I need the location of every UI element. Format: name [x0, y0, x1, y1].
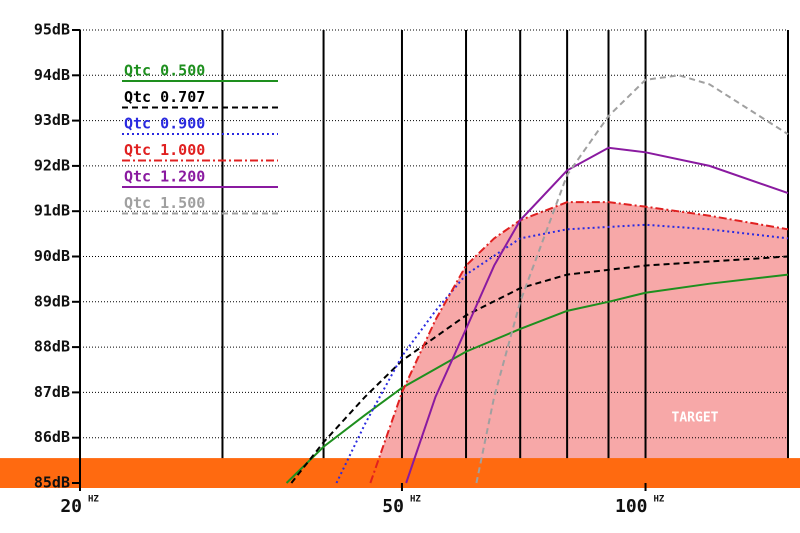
legend-label: Qtc 0.500	[124, 62, 205, 80]
y-tick-label: 91dB	[34, 202, 70, 220]
x-unit: HZ	[654, 495, 665, 505]
series-line	[405, 146, 789, 484]
legend-label: Qtc 0.900	[124, 115, 205, 133]
y-tick-label: 90dB	[34, 247, 70, 265]
series-line	[285, 273, 789, 484]
legend-label: Qtc 0.707	[124, 88, 205, 106]
series-line	[475, 74, 789, 484]
y-tick-label: 88dB	[34, 338, 70, 356]
y-tick-label: 86dB	[34, 428, 70, 446]
legend-label: Qtc 1.000	[124, 141, 205, 159]
x-unit: HZ	[88, 495, 99, 505]
y-tick-label: 87dB	[34, 383, 70, 401]
band	[0, 458, 800, 488]
x-tick-label: 50	[382, 496, 404, 517]
y-tick-label: 85dB	[34, 474, 70, 492]
series-line	[335, 223, 789, 484]
target-area	[370, 202, 788, 483]
y-tick-label: 95dB	[34, 21, 70, 39]
series-line	[290, 255, 789, 484]
x-tick-label: 100	[615, 496, 648, 517]
x-tick-label: 20	[60, 496, 82, 517]
y-tick-label: 93dB	[34, 111, 70, 129]
y-tick-label: 92dB	[34, 156, 70, 174]
target-label: TARGET	[672, 411, 719, 426]
x-unit: HZ	[410, 495, 421, 505]
legend-label: Qtc 1.200	[124, 168, 205, 186]
y-tick-label: 89dB	[34, 292, 70, 310]
y-tick-label: 94dB	[34, 66, 70, 84]
legend-label: Qtc 1.500	[124, 194, 205, 212]
